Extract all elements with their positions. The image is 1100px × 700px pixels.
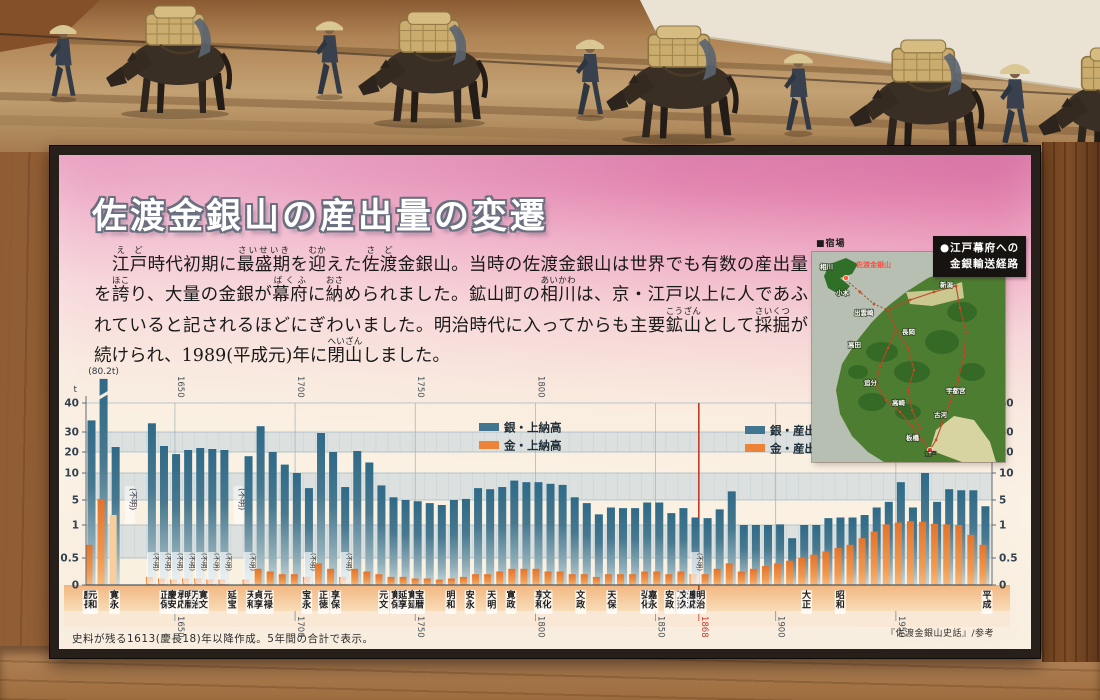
description-paragraph: 江戸えど時代初期に最盛期さいせいきを迎むかえた佐渡さど金銀山。当時の佐渡金銀山は… <box>94 246 809 367</box>
svg-text:宇都宮: 宇都宮 <box>946 386 966 395</box>
svg-text:小木: 小木 <box>835 288 850 297</box>
chart-source-reference: 『佐渡金銀山史話』/参考 <box>886 629 995 639</box>
chart-footnote: 史料が残る1613(慶長18)年以降作成。5年間の合計で表示。 <box>72 633 374 645</box>
svg-text:古河: 古河 <box>934 410 948 419</box>
svg-text:追分: 追分 <box>864 378 878 387</box>
diorama-pack-horse-scene <box>0 0 1100 152</box>
wood-shelf-corner <box>0 0 100 52</box>
mine-marker <box>843 275 849 281</box>
edo-marker <box>927 447 933 453</box>
svg-text:佐渡金銀山: 佐渡金銀山 <box>855 260 891 269</box>
svg-text:高崎: 高崎 <box>892 398 906 407</box>
wall-corner <box>640 0 1100 92</box>
svg-text:板橋: 板橋 <box>906 433 920 442</box>
mountains <box>848 302 985 420</box>
map-title-badge: ●江戸幕府への 金銀輸送経路 <box>933 236 1027 277</box>
page-title: 佐渡金銀山の産出量の変遷 <box>92 197 549 237</box>
map-title-line1: ●江戸幕府への <box>940 242 1020 254</box>
wood-side-panel <box>1042 142 1100 662</box>
svg-text:新潟: 新潟 <box>940 280 954 289</box>
map-legend-post-station: ■宿場 <box>816 239 846 249</box>
svg-text:相川: 相川 <box>820 262 833 271</box>
svg-text:高田: 高田 <box>848 340 862 349</box>
edo-transport-route-map: 相川 佐渡金銀山小木 新潟出雲崎長岡高田追分高崎 宇都宮古河板橋 江戸 <box>812 252 1005 462</box>
transport-routes <box>844 278 968 452</box>
svg-text:江戸: 江戸 <box>924 449 938 458</box>
map-title-line2: 金銀輸送経路 <box>950 258 1019 271</box>
svg-text:長岡: 長岡 <box>902 327 916 336</box>
sado-island <box>824 258 858 296</box>
svg-text:出雲崎: 出雲崎 <box>854 308 874 317</box>
